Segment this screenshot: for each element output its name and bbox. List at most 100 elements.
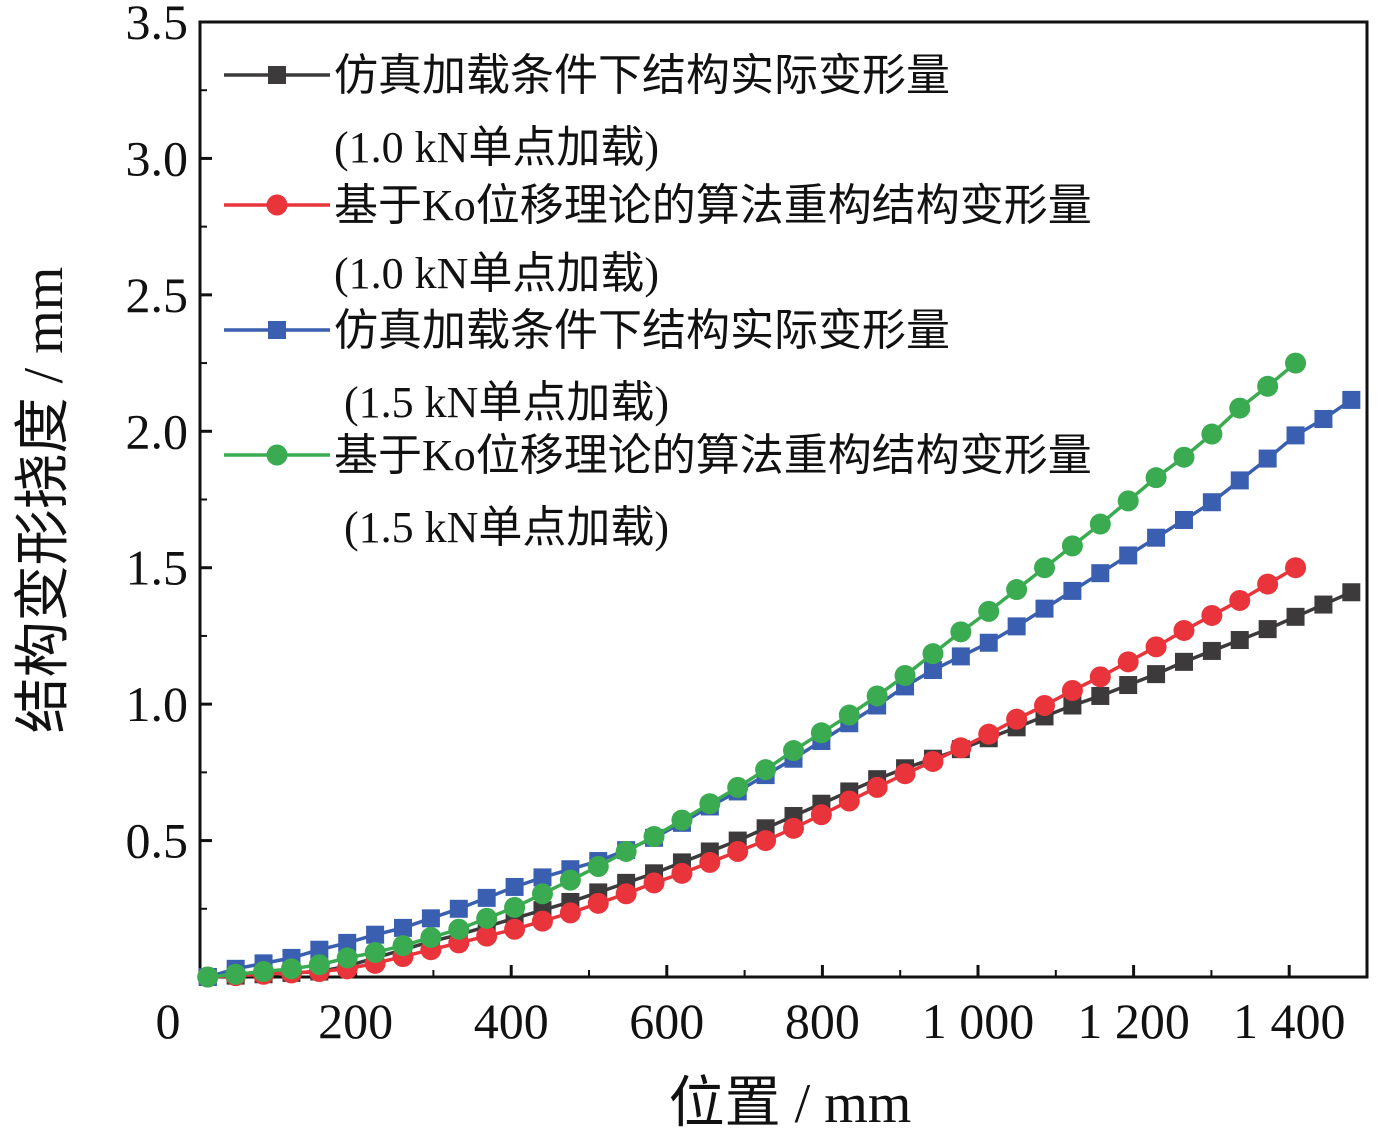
data-point — [421, 909, 440, 928]
data-point — [225, 963, 247, 985]
x-tick-label: 1 200 — [1077, 993, 1190, 1049]
data-point — [1147, 665, 1166, 684]
data-point — [476, 925, 498, 947]
data-point — [699, 851, 721, 873]
data-point — [1258, 449, 1277, 468]
data-point — [1314, 410, 1333, 429]
x-tick-label: 600 — [629, 993, 704, 1049]
data-point — [1089, 666, 1111, 688]
data-point — [533, 868, 552, 887]
data-point — [1091, 564, 1110, 583]
data-point — [1174, 510, 1193, 529]
data-point — [1229, 397, 1251, 419]
series-4 — [197, 352, 1307, 988]
data-point — [1034, 695, 1056, 717]
data-point — [1258, 620, 1277, 639]
data-point — [1201, 423, 1223, 445]
y-axis: 0.5 1.0 1.5 2.0 2.5 3.0 3.5 — [126, 0, 212, 910]
data-point — [643, 825, 665, 847]
data-point — [336, 947, 358, 969]
y-tick-label: 1.0 — [126, 676, 189, 732]
y-tick-label: 0.5 — [126, 813, 189, 869]
data-point — [1006, 708, 1028, 730]
legend-entry: 仿真加载条件下结构实际变形量 (1.0 kN单点加载) — [224, 51, 950, 172]
legend-sublabel: (1.0 kN单点加载) — [334, 249, 659, 298]
data-point — [1173, 446, 1195, 468]
data-point — [338, 933, 357, 952]
data-point — [449, 899, 468, 918]
data-point — [477, 888, 496, 907]
legend-sublabel: (1.5 kN单点加载) — [344, 378, 669, 427]
legend-marker — [268, 66, 286, 84]
data-point — [366, 925, 385, 944]
data-point — [1034, 557, 1056, 579]
data-point — [727, 776, 749, 798]
series-1 — [198, 583, 1361, 986]
data-point — [1117, 490, 1139, 512]
data-point — [587, 855, 609, 877]
y-axis-title: 结构变形挠度 / mm — [13, 267, 75, 734]
y-tick-label: 2.0 — [126, 403, 189, 459]
data-point — [755, 759, 777, 781]
data-point — [310, 940, 329, 959]
data-point — [308, 954, 330, 976]
data-point — [1174, 652, 1193, 671]
y-tick-label: 3.0 — [126, 130, 189, 186]
data-point — [1145, 636, 1167, 658]
data-point — [810, 804, 832, 826]
data-point — [476, 907, 498, 929]
data-point — [1006, 579, 1028, 601]
data-point — [1202, 641, 1221, 660]
legend-entry: 仿真加载条件下结构实际变形量 (1.5 kN单点加载) — [224, 306, 950, 427]
data-point — [1257, 375, 1279, 397]
data-point — [1230, 471, 1249, 490]
data-point — [1063, 581, 1082, 600]
data-point — [1089, 513, 1111, 535]
data-point — [504, 896, 526, 918]
data-point — [866, 776, 888, 798]
legend-marker — [266, 444, 288, 466]
y-tick-label: 2.5 — [126, 267, 189, 323]
series-line — [207, 398, 1353, 979]
data-point — [1285, 352, 1307, 374]
legend-label: 基于Ko位移理论的算法重构结构变形量 — [334, 431, 1092, 480]
legend-label: 仿真加载条件下结构实际变形量 — [334, 51, 950, 100]
legend-label: 仿真加载条件下结构实际变形量 — [334, 306, 950, 355]
data-point — [923, 661, 942, 680]
data-point — [951, 647, 970, 666]
data-point — [1229, 589, 1251, 611]
data-point — [1201, 604, 1223, 626]
data-point — [394, 918, 413, 937]
data-point — [1286, 607, 1305, 626]
data-point — [1286, 426, 1305, 445]
data-point — [1007, 617, 1026, 636]
data-point — [504, 918, 526, 940]
data-point — [978, 723, 1000, 745]
y-tick-label: 1.5 — [126, 540, 189, 596]
data-point — [364, 941, 386, 963]
data-point — [782, 740, 804, 762]
data-point — [1119, 676, 1138, 695]
data-point — [420, 926, 442, 948]
legend-label: 基于Ko位移理论的算法重构结构变形量 — [334, 181, 1092, 230]
data-point — [1061, 535, 1083, 557]
data-point — [643, 872, 665, 894]
data-point — [253, 961, 275, 983]
x-tick-label: 800 — [785, 993, 860, 1049]
legend-sublabel: (1.5 kN单点加载) — [344, 503, 669, 552]
x-axis-title: 位置 / mm — [669, 1073, 912, 1134]
data-point — [810, 722, 832, 744]
data-point — [559, 902, 581, 924]
x-tick-label: 200 — [318, 993, 393, 1049]
data-point — [587, 892, 609, 914]
data-point — [1342, 583, 1361, 602]
data-point — [1314, 595, 1333, 614]
data-point — [531, 883, 553, 905]
data-point — [615, 883, 637, 905]
data-point — [1061, 680, 1083, 701]
data-point — [448, 918, 470, 940]
data-point — [922, 750, 944, 772]
legend: 仿真加载条件下结构实际变形量(1.0 kN单点加载)基于Ko位移理论的算法重构结… — [224, 51, 1092, 552]
series-line — [207, 361, 1297, 979]
